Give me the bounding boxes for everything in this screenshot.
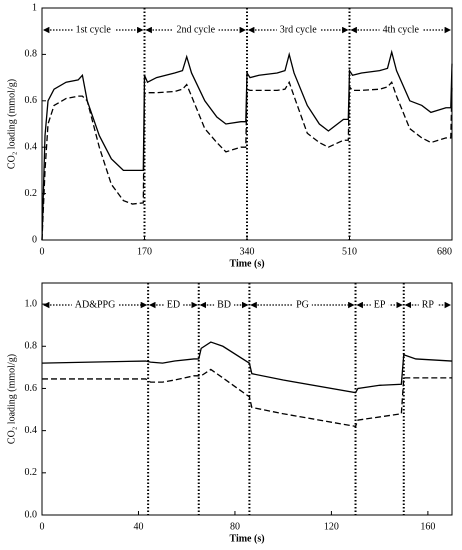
phase-label: 1st cycle <box>76 24 112 35</box>
y-tick-label: 0.6 <box>25 95 38 106</box>
x-tick-label: 120 <box>324 521 339 532</box>
phase-label-bg <box>72 24 115 36</box>
phase-label: AD&PPG <box>75 299 116 310</box>
y-tick-label: 0.6 <box>25 383 38 394</box>
phase-label-bg <box>173 24 219 36</box>
y-tick-label: 0.0 <box>25 509 38 520</box>
x-axis-title: Time (s) <box>229 258 264 269</box>
phase-label-bg <box>370 299 389 311</box>
y-axis-title: CO₂ loading (mmol/g) <box>6 79 17 169</box>
chart-panel: 0.0 0.2 0.4 0.6 0.8 1.0 0 40 80 120 160 Time (s) CO₂… <box>6 282 453 544</box>
phase-label-bg <box>276 24 321 36</box>
phase-label: ED <box>167 299 180 310</box>
series-line <box>41 80 453 241</box>
y-tick-label: 1.0 <box>25 298 38 309</box>
phase-label: 4th cycle <box>383 24 420 35</box>
y-tick-label: 0.8 <box>25 341 38 352</box>
phase-label-bg <box>379 24 423 36</box>
series-line <box>42 368 452 428</box>
y-tick-label: 0.8 <box>25 49 38 60</box>
x-tick-label: 80 <box>230 521 240 532</box>
phase-label-bg <box>418 299 438 311</box>
x-tick-label: 170 <box>137 246 152 257</box>
phase-label-bg <box>214 299 235 311</box>
x-axis-title: Time (s) <box>229 533 264 544</box>
phase-label: PG <box>296 299 309 310</box>
y-tick-label: 0.4 <box>25 425 38 436</box>
phase-label: 3rd cycle <box>280 24 317 35</box>
chart-panel: 0 0.2 0.4 0.6 0.8 1 0 170 340 510 680 Time (s) CO₂ l… <box>6 2 453 269</box>
y-tick-label: 0.2 <box>25 467 38 478</box>
x-tick-label: 40 <box>133 521 143 532</box>
y-axis-title: CO₂ loading (mmol/g) <box>6 354 17 444</box>
x-tick-label: 340 <box>240 246 255 257</box>
x-tick-label: 0 <box>40 246 45 257</box>
x-tick-label: 160 <box>420 521 435 532</box>
phase-label-bg <box>163 299 184 311</box>
phase-label: EP <box>374 299 386 310</box>
x-tick-label: 680 <box>437 246 452 257</box>
y-tick-label: 1 <box>32 2 37 13</box>
phase-label: 2nd cycle <box>176 24 215 35</box>
series-line <box>41 341 453 394</box>
y-tick-label: 0.2 <box>25 188 38 199</box>
y-tick-label: 0 <box>32 234 37 245</box>
phase-label: BD <box>217 299 231 310</box>
plot-frame <box>41 282 453 516</box>
x-tick-label: 0 <box>40 521 45 532</box>
phase-label-bg <box>293 299 312 311</box>
y-tick-label: 0.4 <box>25 141 38 152</box>
phase-label-bg <box>71 299 119 311</box>
x-tick-label: 510 <box>342 246 357 257</box>
phase-label: RP <box>422 299 435 310</box>
